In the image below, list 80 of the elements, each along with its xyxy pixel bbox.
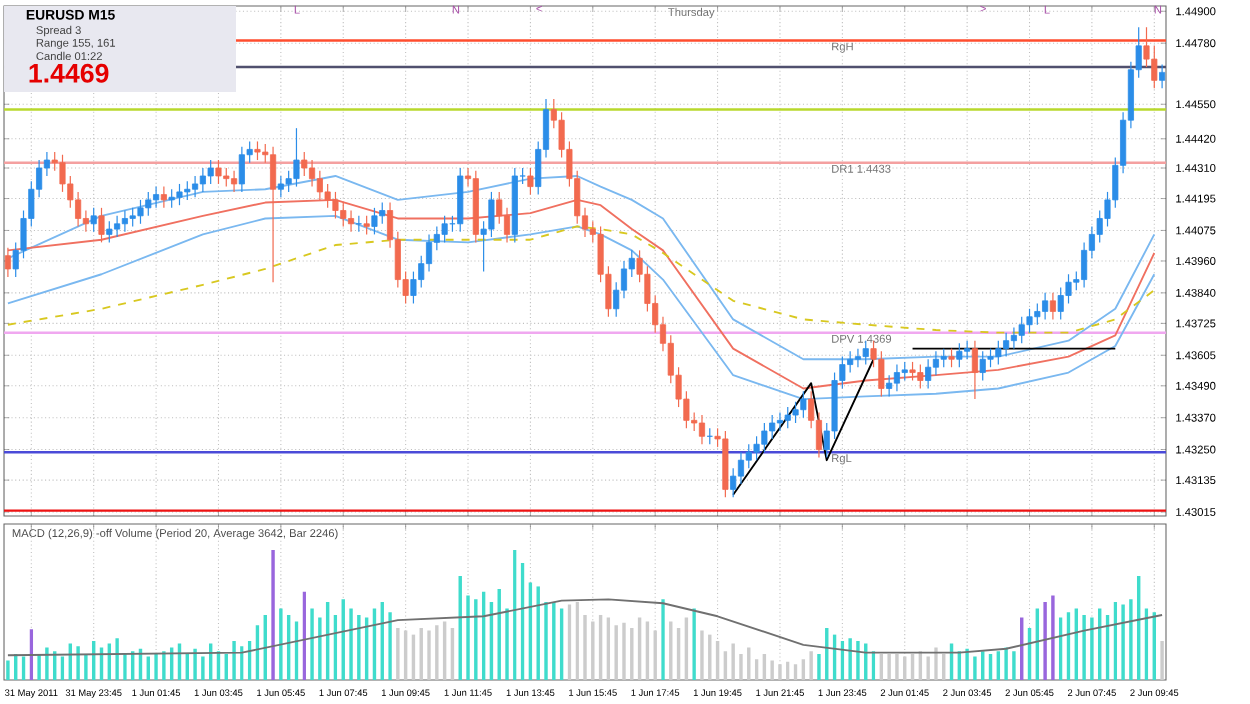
candlestick <box>776 411 784 432</box>
candlestick <box>964 340 971 360</box>
candlestick <box>1065 273 1072 305</box>
candlestick <box>410 271 417 305</box>
candlestick <box>145 191 152 217</box>
candlestick <box>1026 308 1033 334</box>
candlestick <box>184 180 191 201</box>
candlestick <box>1081 241 1088 289</box>
candlestick <box>761 422 768 453</box>
candlestick <box>379 201 386 225</box>
candlestick <box>121 209 128 233</box>
candlestick <box>316 170 323 201</box>
candlestick <box>114 215 121 238</box>
candlestick <box>168 188 175 209</box>
candlestick <box>971 340 978 400</box>
candlestick <box>854 348 861 368</box>
candlestick <box>332 191 339 220</box>
candlestick <box>309 159 316 188</box>
candlestick <box>784 406 791 429</box>
candlestick <box>215 159 222 185</box>
candlestick <box>106 220 113 243</box>
candlestick <box>527 167 534 196</box>
candlestick <box>98 207 105 243</box>
candlestick <box>371 207 378 236</box>
candlestick <box>231 170 238 193</box>
candlestick <box>1003 332 1010 358</box>
candlestick <box>893 363 900 392</box>
candlestick <box>987 348 994 368</box>
candlestick <box>940 348 947 368</box>
candlestick <box>886 374 893 398</box>
candlestick <box>698 414 706 445</box>
candlestick <box>1042 292 1049 321</box>
candlestick <box>753 435 760 461</box>
candlestick <box>137 199 144 225</box>
candlestick <box>254 140 261 161</box>
annotation: 1.4469 <box>29 63 109 83</box>
candlestick <box>1010 326 1017 350</box>
candlestick <box>75 191 82 228</box>
candlestick <box>847 350 854 374</box>
candlestick <box>800 390 807 419</box>
candlestick <box>979 350 986 382</box>
candlestick <box>948 348 955 368</box>
candlestick <box>457 167 464 233</box>
candlestick <box>932 350 939 376</box>
candlestick <box>176 183 183 206</box>
candlestick <box>1057 286 1064 321</box>
candlestick <box>192 175 199 198</box>
candlestick <box>792 401 799 424</box>
candlestick <box>90 207 97 233</box>
candlestick <box>917 363 924 390</box>
candlestick <box>956 342 963 368</box>
candlestick <box>199 167 206 193</box>
candlestick <box>238 146 245 193</box>
candlestick <box>995 340 1002 366</box>
candlestick <box>878 350 885 398</box>
candlestick <box>909 361 916 382</box>
candlestick <box>340 201 347 228</box>
candlestick <box>153 186 160 209</box>
candlestick <box>925 358 932 390</box>
candlestick <box>270 146 277 283</box>
candlestick <box>488 191 495 238</box>
candlestick <box>503 207 511 243</box>
candlestick <box>59 154 66 193</box>
candlestick <box>277 175 284 198</box>
candlestick <box>160 186 167 209</box>
candlestick <box>129 207 136 228</box>
candlestick <box>363 215 370 236</box>
candlestick <box>223 167 230 188</box>
candlestick <box>769 414 776 440</box>
candlestick <box>730 467 737 498</box>
candlestick <box>441 215 448 243</box>
candlestick <box>207 159 214 185</box>
candlestick <box>293 127 300 188</box>
candlestick <box>1018 316 1025 344</box>
candlestick <box>1151 45 1158 89</box>
candlestick <box>737 451 745 485</box>
candlestick <box>862 340 869 366</box>
candlestick <box>1049 292 1056 321</box>
candlestick <box>425 233 433 273</box>
candlestick <box>348 209 355 233</box>
